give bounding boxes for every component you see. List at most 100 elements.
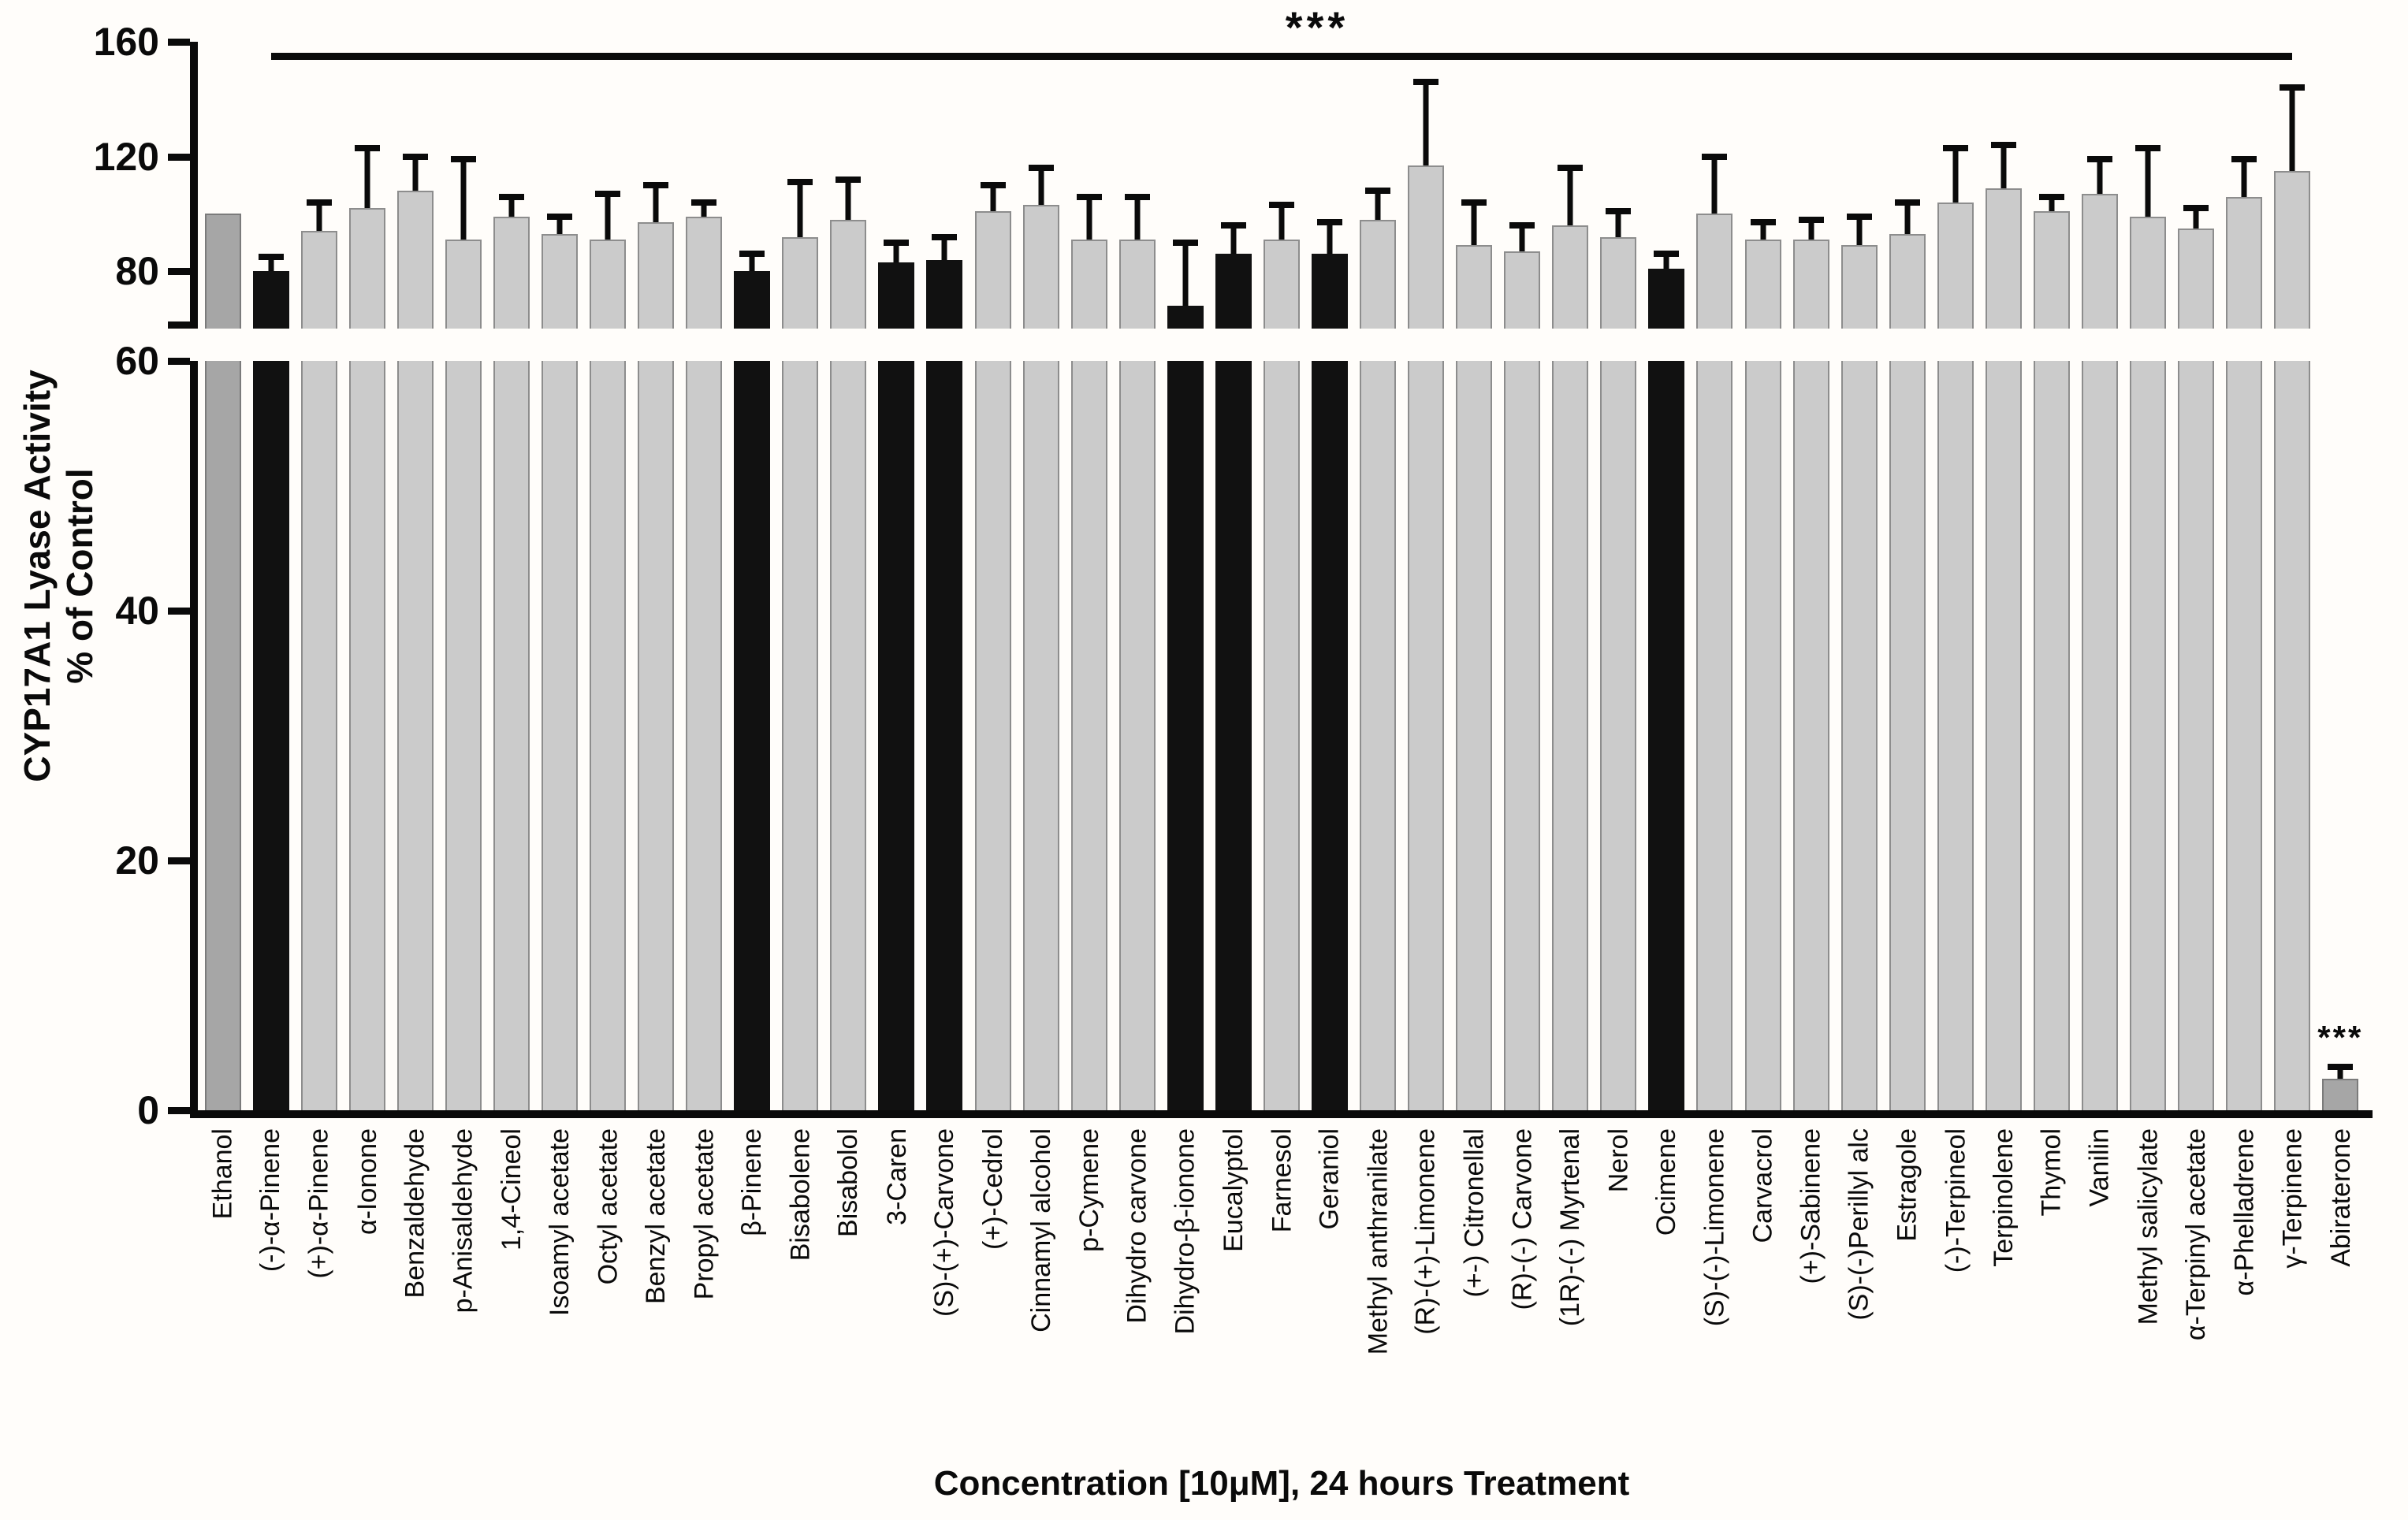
x-tick-label: Carvacrol	[1747, 1128, 1778, 1243]
bar-column-lower	[921, 361, 969, 1110]
bar	[348, 361, 385, 1110]
y-tick-label: 40	[115, 589, 159, 633]
bar	[1792, 361, 1829, 1110]
bar-column-lower	[391, 361, 439, 1110]
bar-column-lower	[1161, 361, 1209, 1110]
x-tick-label: Octyl acetate	[593, 1128, 623, 1285]
error-bar-stem	[1230, 225, 1237, 255]
bar	[1167, 361, 1204, 1110]
y-axis-spine-lower	[190, 361, 198, 1118]
y-axis-title-line1: CYP17A1 Lyase Activity	[17, 370, 58, 782]
bar-column-lower	[873, 361, 921, 1110]
y-tick-mark	[168, 608, 190, 615]
bar-column-lower	[343, 361, 391, 1110]
bar-column-upper	[1113, 42, 1161, 329]
bar-column-upper	[1065, 42, 1113, 329]
x-tick-label: Vanilin	[2084, 1128, 2115, 1207]
x-tick-cell: Dihydro carvone	[1113, 1128, 1161, 1459]
error-bar-stem	[2241, 159, 2247, 197]
x-tick-label: Bisabolol	[833, 1128, 864, 1237]
bar-column-lower	[1113, 361, 1161, 1110]
error-bar-stem	[1808, 219, 1814, 240]
significance-stars: ***	[1285, 2, 1349, 52]
error-bar-stem	[1663, 254, 1669, 269]
x-tick-label: β-Pinene	[737, 1128, 768, 1236]
error-bar-cap	[1316, 219, 1342, 226]
x-tick-label: Dihydro-β-ionone	[1170, 1128, 1200, 1335]
x-tick-cell: Eucalyptol	[1209, 1128, 1257, 1459]
bar-column-upper	[2220, 42, 2268, 329]
bar	[1022, 205, 1059, 329]
x-tick-cell: Bisabolol	[824, 1128, 873, 1459]
significance-bracket-line	[270, 53, 2293, 61]
bar-column-upper	[2075, 42, 2123, 329]
bar	[878, 361, 915, 1110]
bar	[1311, 361, 1348, 1110]
bar	[1889, 233, 1926, 329]
x-tick-label: (S)-(-)Perillyl alc	[1844, 1128, 1874, 1321]
bar	[1840, 361, 1878, 1110]
bar-column-lower	[584, 361, 632, 1110]
bar	[1744, 240, 1781, 329]
bar-column-lower	[1065, 361, 1113, 1110]
x-tick-label: Methyl salicylate	[2133, 1128, 2164, 1325]
bar	[974, 361, 1011, 1110]
bar	[1600, 236, 1637, 329]
bar	[396, 191, 434, 329]
lower-bars-area: ***	[199, 361, 2365, 1110]
x-tick-cell: (R)-(+)-Limonene	[1402, 1128, 1450, 1459]
bar	[782, 236, 819, 329]
x-tick-label: Dihydro carvone	[1122, 1128, 1152, 1324]
x-tick-cell: (1R)-(-) Myrtenal	[1546, 1128, 1595, 1459]
x-tick-label: γ-Terpinene	[2277, 1128, 2308, 1269]
bar	[541, 233, 578, 329]
error-bar-cap	[1606, 207, 1632, 214]
bar-column-upper	[1931, 42, 1979, 329]
error-bar-stem	[797, 182, 803, 237]
bar	[2274, 170, 2311, 329]
x-tick-cell: (S)-(-)Perillyl alc	[1835, 1128, 1883, 1459]
y-tick-mark	[168, 39, 190, 46]
x-tick-label: p-Cymene	[1074, 1128, 1104, 1252]
error-bar-cap	[2328, 1063, 2354, 1070]
error-bar-cap	[1413, 78, 1439, 85]
bar-column-lower	[2124, 361, 2172, 1110]
x-tick-cell: Geraniol	[1305, 1128, 1353, 1459]
bar	[2130, 217, 2167, 329]
x-tick-label: Methyl anthranilate	[1363, 1128, 1394, 1355]
x-tick-cell: α-Terpinyl acetate	[2172, 1128, 2220, 1459]
bar	[830, 361, 867, 1110]
x-tick-cell: Carvacrol	[1739, 1128, 1787, 1459]
bar	[1408, 165, 1445, 329]
bar	[782, 361, 819, 1110]
bar	[396, 361, 434, 1110]
bar-column-upper	[295, 42, 343, 329]
error-bar-cap	[1365, 188, 1391, 195]
bar	[1360, 219, 1397, 329]
bar-column-upper	[1691, 42, 1739, 329]
error-bar-cap	[836, 176, 862, 183]
error-bar-stem	[1615, 210, 1621, 237]
x-tick-label: Ocimene	[1651, 1128, 1682, 1236]
bar	[926, 259, 963, 329]
bar-column-lower	[728, 361, 776, 1110]
bar-column-upper	[1643, 42, 1691, 329]
error-bar-cap	[1076, 193, 1102, 200]
error-bar-cap	[402, 153, 428, 160]
x-tick-label: p-Anisaldehyde	[448, 1128, 478, 1314]
bar	[1360, 361, 1397, 1110]
x-tick-label: (+)-Sabinene	[1796, 1128, 1826, 1284]
x-tick-cell: Octyl acetate	[584, 1128, 632, 1459]
bar-column-lower	[2268, 361, 2317, 1110]
bar	[445, 240, 482, 329]
bar-column-lower	[1787, 361, 1835, 1110]
bar-column-upper	[1787, 42, 1835, 329]
bar	[1167, 305, 1204, 329]
bar	[1985, 188, 2022, 329]
x-tick-cell: (+)-α-Pinene	[295, 1128, 343, 1459]
bar	[830, 219, 867, 329]
error-bar-cap	[2183, 205, 2209, 212]
x-tick-cell: Methyl anthranilate	[1354, 1128, 1402, 1459]
lower-axis-panel: *** 60 40 20 0	[115, 341, 2373, 1130]
error-bar-stem	[1760, 222, 1766, 240]
